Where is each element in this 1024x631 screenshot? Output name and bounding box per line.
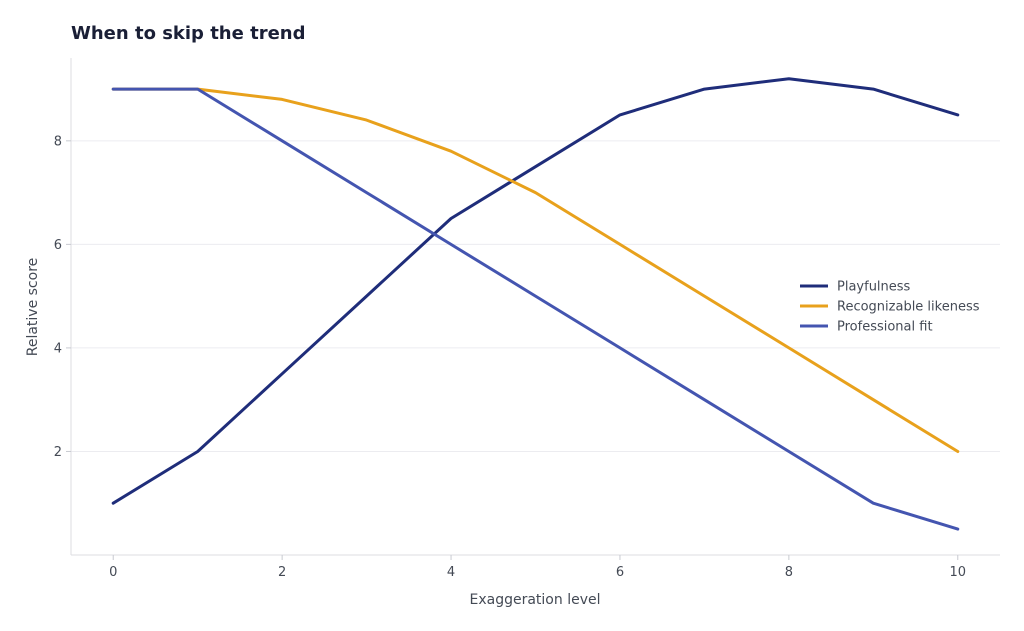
chart-title: When to skip the trend bbox=[71, 23, 305, 44]
x-tick-label-2: 2 bbox=[278, 565, 286, 580]
legend-label-professional-fit: Professional fit bbox=[837, 320, 933, 335]
y-tick-label-8: 8 bbox=[54, 134, 62, 149]
series-line-professional-fit bbox=[111, 87, 960, 531]
legend-label-recognizable-likeness: Recognizable likeness bbox=[837, 300, 980, 315]
x-tick-label-4: 4 bbox=[447, 565, 455, 580]
tick-labels: 2 4 6 8 0 2 4 6 8 10 bbox=[54, 134, 966, 580]
series-lines bbox=[111, 77, 960, 531]
series-line-playfulness bbox=[111, 77, 960, 505]
gridlines bbox=[71, 140, 1000, 452]
legend-label-playfulness: Playfulness bbox=[837, 280, 911, 295]
x-tick-label-6: 6 bbox=[616, 565, 624, 580]
legend: Playfulness Recognizable likeness Professi… bbox=[800, 280, 980, 335]
y-tick-label-6: 6 bbox=[54, 238, 62, 253]
x-tick-label-0: 0 bbox=[109, 565, 117, 580]
x-tick-label-10: 10 bbox=[949, 565, 966, 580]
series-line-recognizable-likeness bbox=[111, 87, 960, 453]
y-axis-label: Relative score bbox=[25, 258, 41, 357]
y-tick-label-4: 4 bbox=[54, 341, 62, 356]
x-axis-label: Exaggeration level bbox=[470, 592, 601, 608]
y-tick-label-2: 2 bbox=[54, 445, 62, 460]
x-tick-label-8: 8 bbox=[785, 565, 793, 580]
